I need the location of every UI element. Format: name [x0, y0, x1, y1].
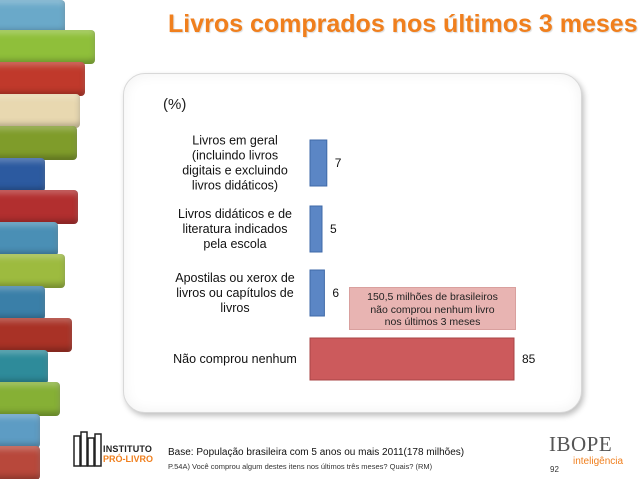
bar-2	[309, 205, 323, 253]
page-number: 92	[550, 465, 559, 474]
instituto-pro-livro-logo	[73, 431, 102, 467]
logo-text-line2: PRÓ-LIVRO	[103, 454, 154, 464]
logo-text-line1: INSTITUTO	[103, 444, 153, 454]
base-note: Base: População brasileira com 5 anos ou…	[168, 447, 465, 458]
category-label-3: Apostilas ou xerox de livros ou capítulos…	[175, 271, 295, 315]
category-label-1: Livros em geral (incluindo livros digitais…	[182, 134, 288, 193]
value-label-1: 7	[335, 156, 342, 170]
callout-line-1: 150,5 milhões de brasileiros	[367, 291, 498, 303]
callout-box: 150,5 milhões de brasileiros não comprou…	[349, 287, 516, 330]
callout-line-3: nos últimos 3 meses	[384, 316, 481, 328]
ibope-logo: IBOPE	[549, 432, 613, 456]
value-label-4: 85	[522, 352, 536, 366]
page-title: Livros comprados nos últimos 3 meses	[168, 10, 638, 38]
ibope-subtitle: inteligência	[573, 456, 624, 467]
unit-label: (%)	[163, 96, 187, 113]
bar-3	[309, 269, 325, 317]
bar-4	[309, 337, 515, 381]
category-label-2: Livros didáticos e de literatura indicado…	[178, 207, 292, 251]
decorative-books-image	[0, 0, 120, 479]
question-note: P.54A) Você comprou algum destes itens n…	[168, 462, 433, 471]
category-label-4: Não comprou nenhum	[173, 352, 297, 366]
value-label-2: 5	[330, 222, 337, 236]
callout-line-2: não comprou nenhum livro	[370, 303, 495, 316]
value-label-3: 6	[332, 286, 339, 300]
bar-1	[309, 139, 328, 187]
